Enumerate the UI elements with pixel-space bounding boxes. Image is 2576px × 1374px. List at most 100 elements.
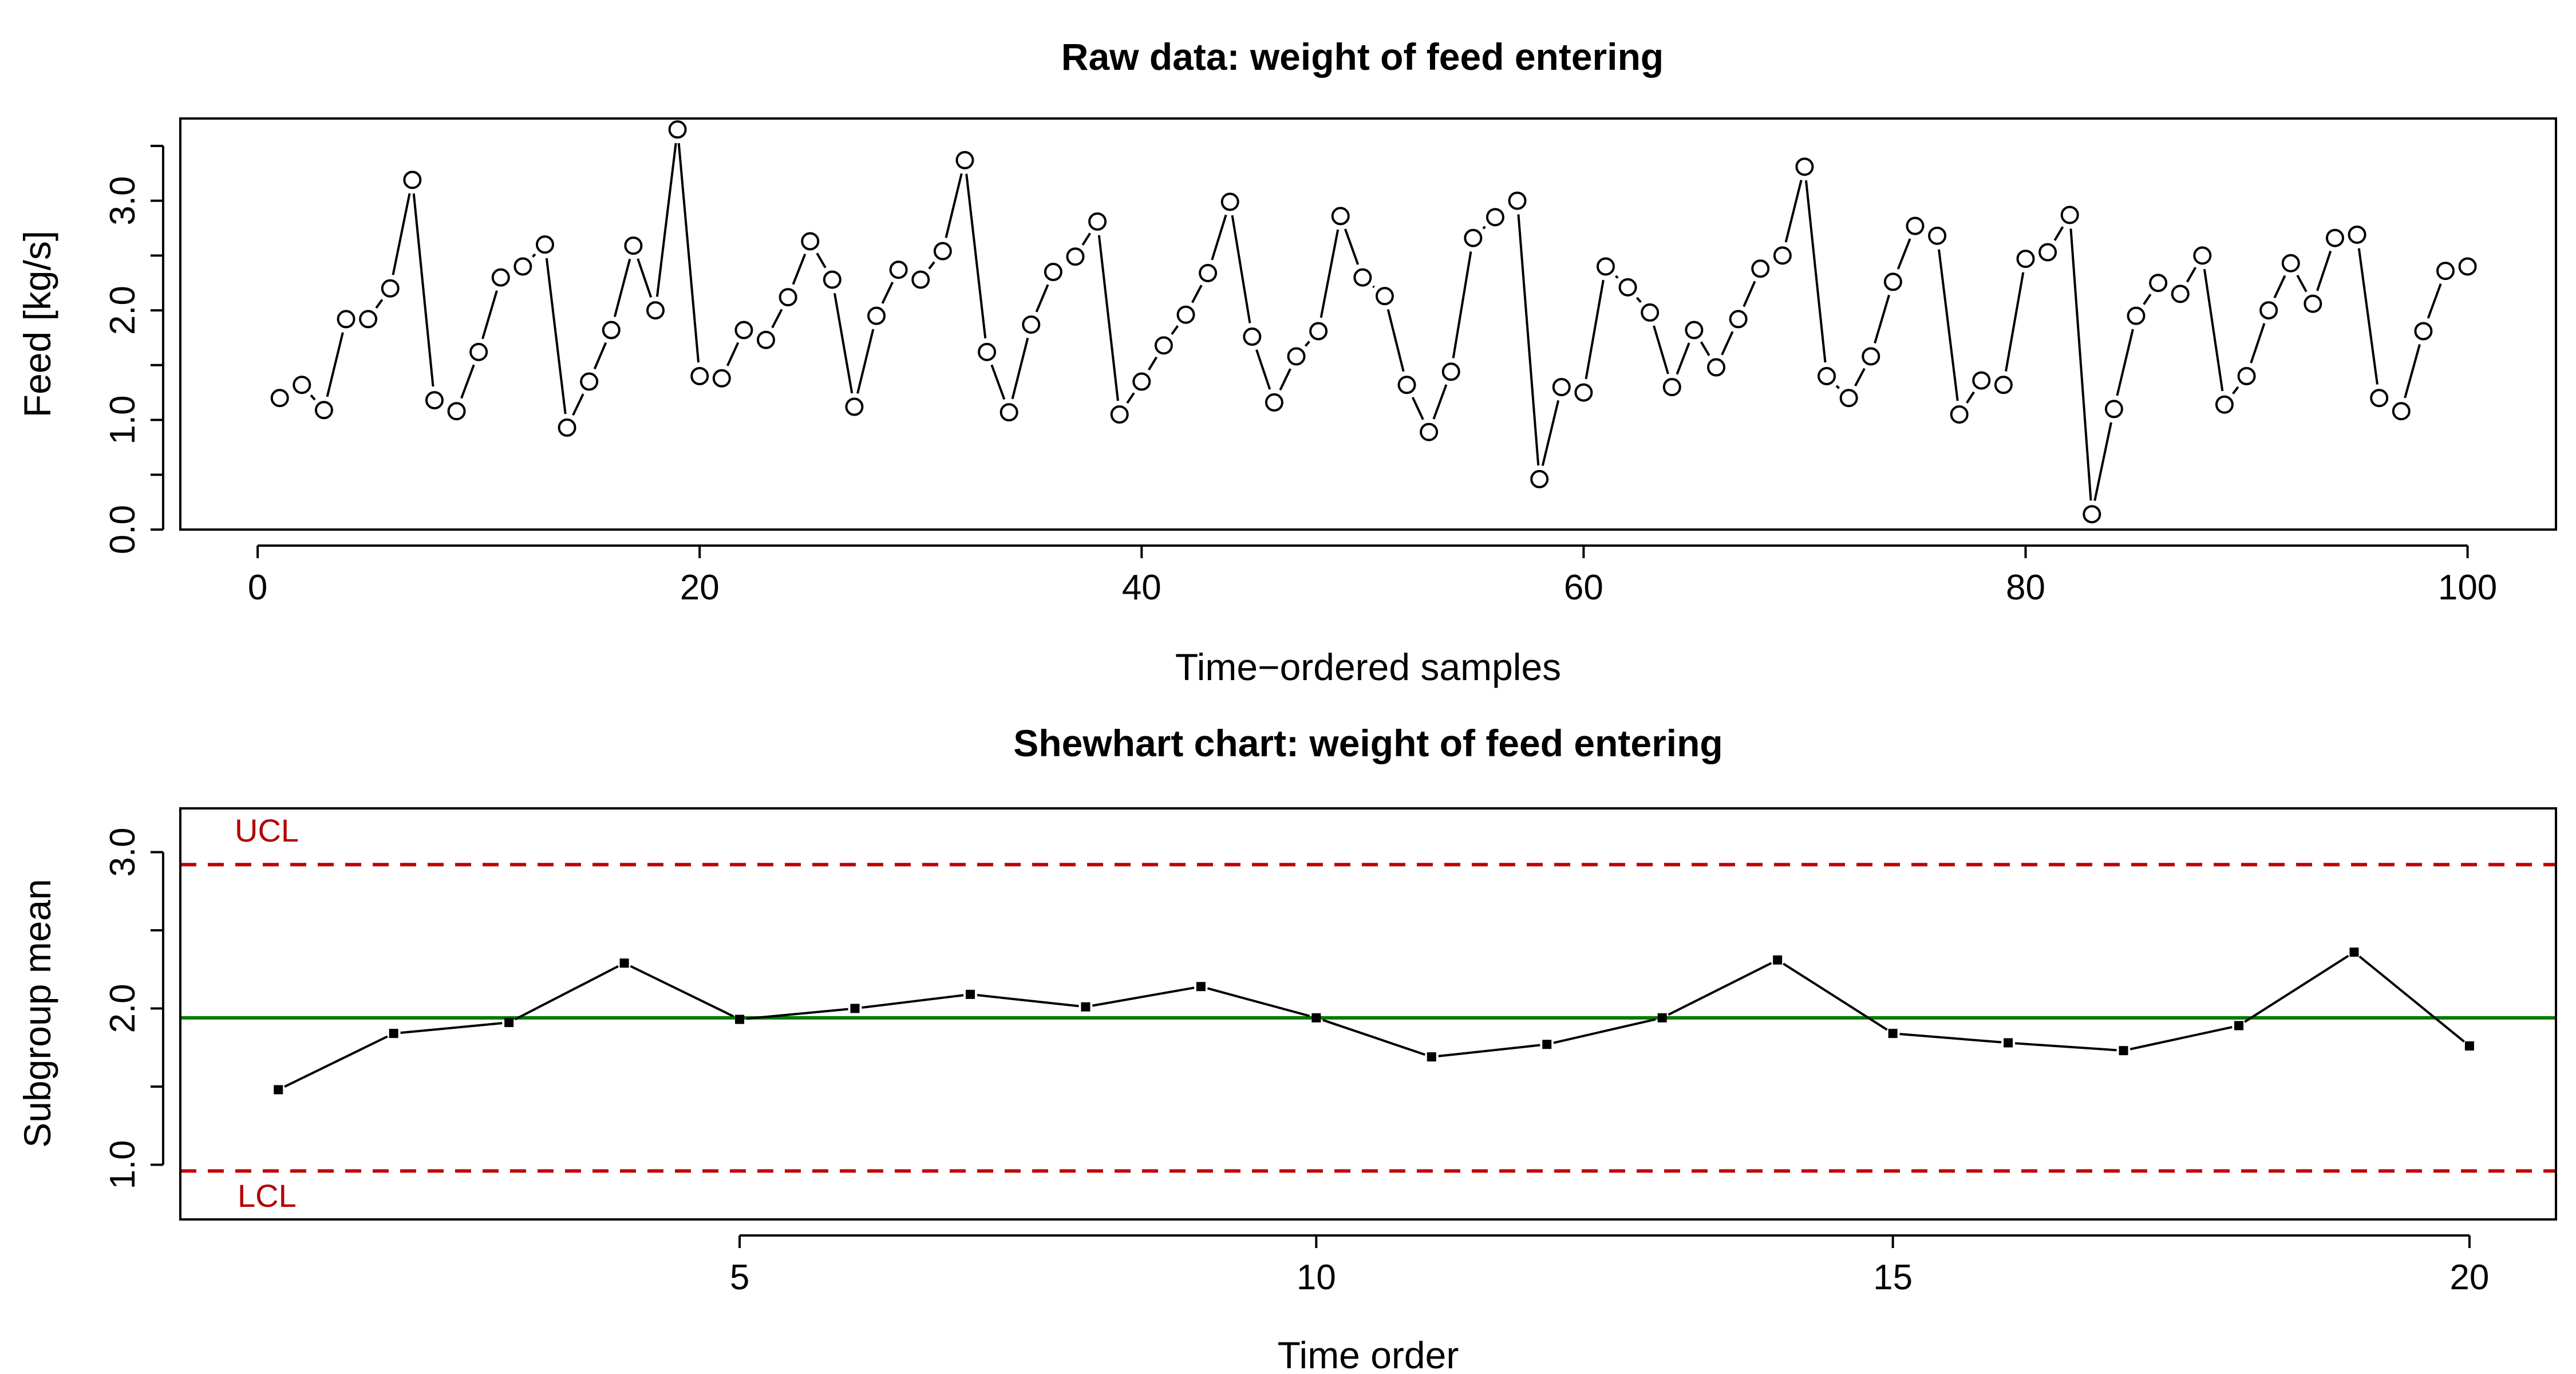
raw-data-point: [1574, 383, 1593, 402]
raw-data-point: [1773, 246, 1792, 265]
raw-connector-line: [1452, 251, 1472, 358]
raw-y-axis-title: Feed [kg/s]: [16, 231, 58, 418]
shewhart-x-axis-title: Time order: [1278, 1334, 1459, 1374]
subgroup-connector-line: [630, 965, 734, 1018]
raw-data-point: [2149, 274, 2168, 293]
raw-connector-line: [2427, 283, 2442, 319]
x-tick-label: 100: [2438, 568, 2497, 607]
raw-connector-line: [1784, 180, 1803, 243]
raw-data-point: [1441, 362, 1460, 381]
raw-data-point: [580, 372, 599, 391]
raw-connector-line: [1615, 275, 1619, 279]
raw-connector-line: [1035, 284, 1049, 313]
raw-x-axis-title: Time−ordered samples: [1175, 646, 1561, 688]
subgroup-connector-line: [1207, 987, 1310, 1017]
raw-data-point: [1795, 157, 1814, 176]
raw-data-point: [624, 236, 643, 255]
lcl-label: LCL: [238, 1178, 297, 1214]
raw-connector-line: [1304, 341, 1310, 347]
raw-connector-line: [816, 252, 827, 269]
subgroup-mean-point: [1427, 1052, 1436, 1062]
raw-connector-line: [1386, 309, 1405, 372]
subgroup-mean-point: [619, 958, 629, 968]
subgroup-connector-line: [977, 994, 1079, 1008]
raw-connector-line: [1700, 341, 1710, 357]
x-tick-label: 80: [2006, 568, 2045, 607]
raw-data-point: [1397, 376, 1416, 394]
shewhart-chart-title: Shewhart chart: weight of feed entering: [1013, 722, 1722, 764]
raw-data-point: [270, 389, 289, 408]
raw-data-point: [1818, 366, 1836, 385]
raw-connector-line: [481, 290, 498, 339]
subgroup-connector-line: [514, 965, 619, 1021]
raw-connector-line: [1835, 385, 1840, 389]
raw-data-point: [1176, 305, 1195, 324]
subgroup-mean-point: [274, 1085, 283, 1095]
raw-data-point: [2392, 402, 2411, 421]
x-tick-label: 40: [1122, 568, 1161, 607]
raw-connector-line: [965, 173, 987, 339]
raw-data-point: [293, 376, 311, 394]
raw-connector-line: [1635, 297, 1642, 303]
x-tick-label: 10: [1297, 1258, 1336, 1297]
subgroup-connector-line: [1438, 1044, 1540, 1057]
raw-data-point: [845, 397, 864, 416]
subgroup-connector-line: [1783, 962, 1888, 1031]
raw-connector-line: [2143, 294, 2152, 305]
subgroup-mean-point: [965, 989, 975, 999]
raw-connector-line: [1721, 331, 1734, 356]
raw-connector-line: [1517, 214, 1540, 466]
shewhart-y-axis: 1.0 2.0 3.0: [103, 827, 164, 1190]
raw-connector-line: [532, 253, 536, 258]
shewhart-plot-frame: [179, 807, 2557, 1221]
raw-data-point: [1751, 259, 1770, 278]
raw-data-series: [270, 120, 2477, 524]
raw-connector-line: [1011, 337, 1029, 400]
x-tick-label: 5: [730, 1258, 749, 1297]
x-tick-label: 20: [2449, 1258, 2489, 1297]
y-tick-label: 2.0: [103, 286, 143, 335]
raw-connector-line: [1344, 228, 1360, 265]
raw-connector-line: [375, 299, 384, 309]
raw-data-point: [1994, 376, 2013, 394]
raw-data-point: [1662, 378, 1681, 397]
raw-data-point: [381, 279, 400, 298]
raw-data-point: [1331, 207, 1350, 226]
raw-connector-line: [1279, 368, 1291, 391]
shewhart-x-axis: 5 10 15 20: [730, 1234, 2489, 1297]
raw-connector-line: [2357, 248, 2379, 385]
subgroup-mean-point: [2004, 1038, 2013, 1048]
subgroup-mean-point: [2234, 1021, 2243, 1030]
raw-connector-line: [1874, 294, 1890, 344]
raw-data-point: [690, 366, 709, 385]
raw-data-point: [491, 268, 510, 287]
raw-connector-line: [1897, 238, 1911, 270]
raw-connector-line: [1653, 325, 1669, 374]
raw-data-point: [2215, 395, 2234, 414]
raw-connector-line: [1231, 215, 1251, 323]
raw-connector-line: [928, 261, 935, 270]
subgroup-mean-point: [1888, 1029, 1898, 1039]
raw-connector-line: [1211, 214, 1227, 260]
raw-connector-line: [856, 329, 875, 394]
raw-data-point: [1972, 371, 1991, 390]
ucl-label: UCL: [235, 812, 299, 848]
raw-data-point: [1464, 228, 1483, 247]
y-tick-label: 3.0: [103, 176, 143, 225]
raw-data-point: [2083, 505, 2101, 524]
raw-data-point: [403, 171, 422, 189]
raw-connector-line: [460, 364, 475, 399]
raw-data-point: [2060, 206, 2079, 224]
raw-connector-line: [1148, 356, 1158, 371]
subgroup-connector-line: [746, 1008, 848, 1020]
raw-data-point: [933, 242, 952, 260]
raw-connector-line: [1255, 349, 1271, 390]
raw-data-point: [668, 120, 687, 139]
raw-connector-line: [1938, 249, 1959, 401]
raw-x-axis: 0 20 40 60 80 100: [248, 544, 2497, 607]
subgroup-connector-line: [284, 1035, 388, 1088]
y-tick-label: 0.0: [103, 505, 143, 554]
subgroup-connector-line: [1322, 1018, 1426, 1056]
raw-connector-line: [2296, 274, 2308, 293]
raw-data-point: [1508, 191, 1527, 210]
